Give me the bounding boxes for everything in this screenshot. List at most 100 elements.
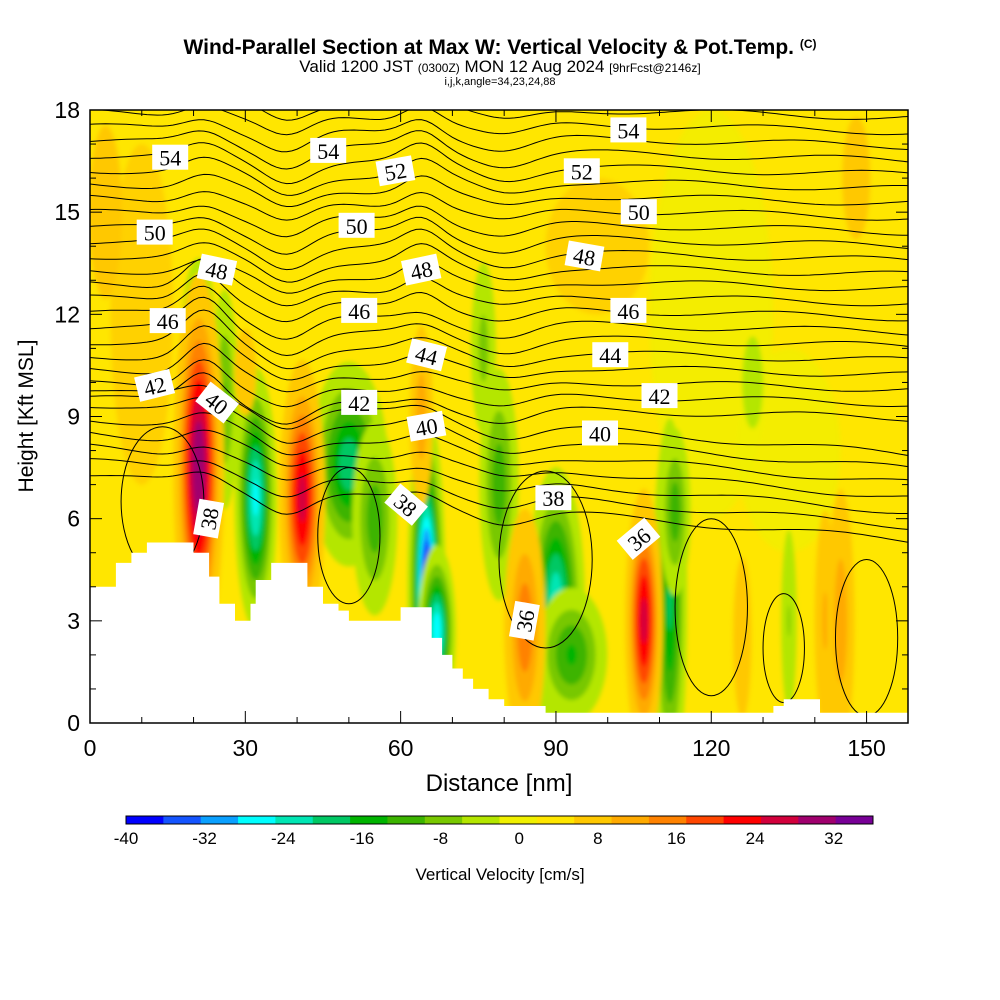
colorbar-swatch [312,816,351,824]
velocity-band [478,314,489,382]
colorbar-tick-label: 8 [593,829,602,848]
theta-label: 42 [341,389,378,416]
theta-label-box [375,155,416,187]
theta-line [90,273,908,323]
theta-label-text: 54 [617,118,639,143]
theta-contour-labels: 54 54 54 52 52 50 50 50 48 48 48 46 46 46 44 44 42 42 42 40… [134,117,678,641]
colorbar-label: Vertical Velocity [cm/s] [415,865,584,884]
theta-line [90,471,908,543]
velocity-band [834,558,848,683]
velocity-band [566,644,577,665]
theta-label-box [508,600,540,641]
theta-line [90,372,908,425]
colorbar-swatch [387,816,426,824]
theta-label-box [341,389,378,415]
theta-label-box [152,144,189,170]
velocity-band [669,482,681,542]
theta-label-text: 48 [203,256,230,285]
theta-label-box [310,137,347,163]
updraft-cell [826,489,855,723]
theta-label-text: 54 [159,146,181,171]
theta-label-box [610,117,647,143]
colorbar-tick-label: 16 [667,829,686,848]
theta-line [90,412,908,481]
theta-line [90,216,908,255]
colorbar-swatch [648,816,687,824]
theta-line [260,110,908,121]
colorbar-swatch [835,816,874,824]
theta-line [90,130,908,170]
theta-line [90,309,908,370]
theta-label-box [149,308,186,334]
downdraft-cell [781,529,797,712]
y-tick-label: 15 [54,199,80,225]
colorbar-tick-label: -24 [271,829,296,848]
background-band [737,348,841,553]
theta-line [498,470,593,649]
copyright-tag: (C) [799,37,817,51]
theta-line [90,342,908,393]
colorbar-swatch [126,816,164,824]
y-tick-label: 18 [54,97,80,123]
theta-line [90,205,908,238]
colorbar-swatch [536,816,575,824]
theta-line [90,443,908,514]
theta-line [90,228,908,271]
valid-zulu: (0300Z) [417,61,460,75]
colorbar-swatch [424,816,463,824]
theta-label: 44 [406,338,448,372]
theta-label-box [406,338,448,372]
theta-label-text: 50 [144,221,166,246]
colorbar: -40 -32 -24 -16 -8 0 8 16 24 32 [114,815,874,848]
theta-label-text: 46 [617,299,639,324]
theta-line [90,142,908,185]
theta-label: 44 [592,342,629,368]
grid-note: i,j,k,angle=34,23,24,88 [444,76,556,88]
theta-line [90,359,908,408]
theta-label-box [641,383,678,409]
chart-subtitle: Valid 1200 JST (0300Z) MON 12 Aug 2024 [… [0,58,1000,77]
theta-label-box [620,199,657,225]
theta-label-text: 38 [195,506,223,532]
valid-date: MON 12 Aug 2024 [464,57,605,76]
x-tick-label: 60 [388,735,414,761]
velocity-band [640,598,648,644]
theta-label-box [563,158,600,184]
theta-label-text: 54 [317,139,339,164]
theta-label-box [196,253,238,286]
velocity-band [492,443,506,526]
x-tick-label: 30 [233,735,259,761]
theta-line [90,458,908,530]
x-tick-label: 90 [543,735,569,761]
terrain-mask [90,542,908,723]
theta-label-text: 42 [348,391,370,416]
theta-label-box [535,485,572,511]
theta-label: 40 [582,420,618,447]
theta-line [90,296,908,357]
theta-line [90,191,908,221]
theta-label: 38 [193,498,225,539]
velocity-band [298,474,307,523]
colorbar-swatch [163,816,202,824]
theta-label: 54 [310,137,347,164]
colorbar-swatch [499,816,538,824]
theta-label: 50 [136,219,173,246]
velocity-band [787,604,791,637]
colorbar-frame [125,815,874,825]
forecast-tag: [9hrFcst@2146z] [609,61,701,75]
y-tick-label: 9 [67,404,80,430]
theta-label-box [592,342,629,368]
theta-label: 42 [134,368,176,402]
theta-label-text: 42 [649,384,671,409]
theta-label: 54 [152,144,189,171]
colorbar-tick-label: -8 [433,829,448,848]
theta-label-text: 40 [414,413,440,441]
downdraft-cell [535,587,608,723]
updraft-cell [90,125,123,299]
x-axis-label: Distance [nm] [426,770,573,797]
downdraft-cell [234,367,277,630]
chart-title: Wind-Parallel Section at Max W: Vertical… [0,36,1000,60]
theta-line [90,325,908,381]
theta-label-box [193,498,225,539]
